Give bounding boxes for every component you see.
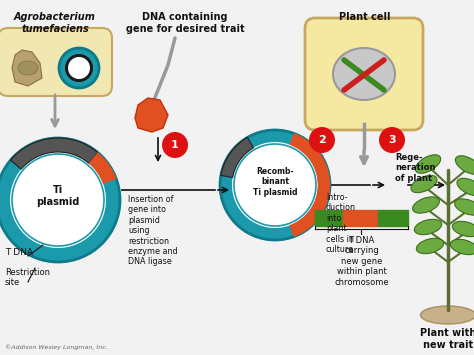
Ellipse shape	[455, 199, 474, 215]
Text: Ti
plasmid: Ti plasmid	[36, 185, 80, 207]
Circle shape	[65, 54, 93, 82]
Circle shape	[232, 142, 318, 228]
Ellipse shape	[414, 219, 442, 235]
Circle shape	[309, 127, 335, 153]
Text: 1: 1	[171, 140, 179, 150]
Wedge shape	[89, 153, 116, 184]
Text: T DNA
carrying
new gene
within plant
chromosome: T DNA carrying new gene within plant chr…	[334, 236, 389, 286]
Circle shape	[220, 130, 330, 240]
Polygon shape	[135, 98, 168, 132]
Polygon shape	[12, 50, 42, 86]
Ellipse shape	[415, 155, 441, 173]
Circle shape	[10, 152, 106, 248]
Ellipse shape	[450, 239, 474, 255]
Ellipse shape	[456, 156, 474, 174]
FancyBboxPatch shape	[0, 28, 112, 96]
Ellipse shape	[333, 48, 395, 100]
Text: T DNA: T DNA	[5, 248, 33, 257]
Circle shape	[379, 127, 405, 153]
Text: ©Addison Wesley Longman, Inc.: ©Addison Wesley Longman, Inc.	[5, 344, 108, 350]
Ellipse shape	[452, 221, 474, 237]
Circle shape	[234, 144, 316, 226]
Text: Restriction
site: Restriction site	[5, 268, 50, 288]
Wedge shape	[290, 133, 330, 237]
Text: Plant cell: Plant cell	[339, 12, 391, 22]
Text: Recomb-
binant
Ti plasmid: Recomb- binant Ti plasmid	[253, 167, 297, 197]
Circle shape	[0, 138, 120, 262]
Text: DNA containing
gene for desired trait: DNA containing gene for desired trait	[126, 12, 244, 34]
Ellipse shape	[416, 238, 444, 254]
Circle shape	[68, 57, 90, 79]
Ellipse shape	[420, 306, 474, 324]
FancyBboxPatch shape	[305, 18, 423, 130]
Text: Rege-
neration
of plant: Rege- neration of plant	[395, 153, 436, 183]
Wedge shape	[221, 137, 254, 178]
Bar	[343, 210, 378, 226]
Text: 2: 2	[318, 135, 326, 145]
Wedge shape	[10, 138, 98, 169]
Bar	[315, 210, 343, 226]
Text: Intro-
duction
into
plant
cells in
culture: Intro- duction into plant cells in cultu…	[326, 193, 356, 254]
Ellipse shape	[411, 175, 437, 193]
Circle shape	[12, 154, 104, 246]
Text: 3: 3	[388, 135, 396, 145]
Text: Agrobacterium
tumefaciens: Agrobacterium tumefaciens	[14, 12, 96, 34]
Ellipse shape	[457, 178, 474, 196]
Text: Plant with
new trait: Plant with new trait	[420, 328, 474, 350]
Ellipse shape	[18, 61, 38, 75]
Text: Insertion of
gene into
plasmid
using
restriction
enzyme and
DNA ligase: Insertion of gene into plasmid using res…	[128, 195, 178, 266]
Circle shape	[162, 132, 188, 158]
Ellipse shape	[413, 197, 439, 213]
Circle shape	[59, 48, 99, 88]
Bar	[378, 210, 408, 226]
